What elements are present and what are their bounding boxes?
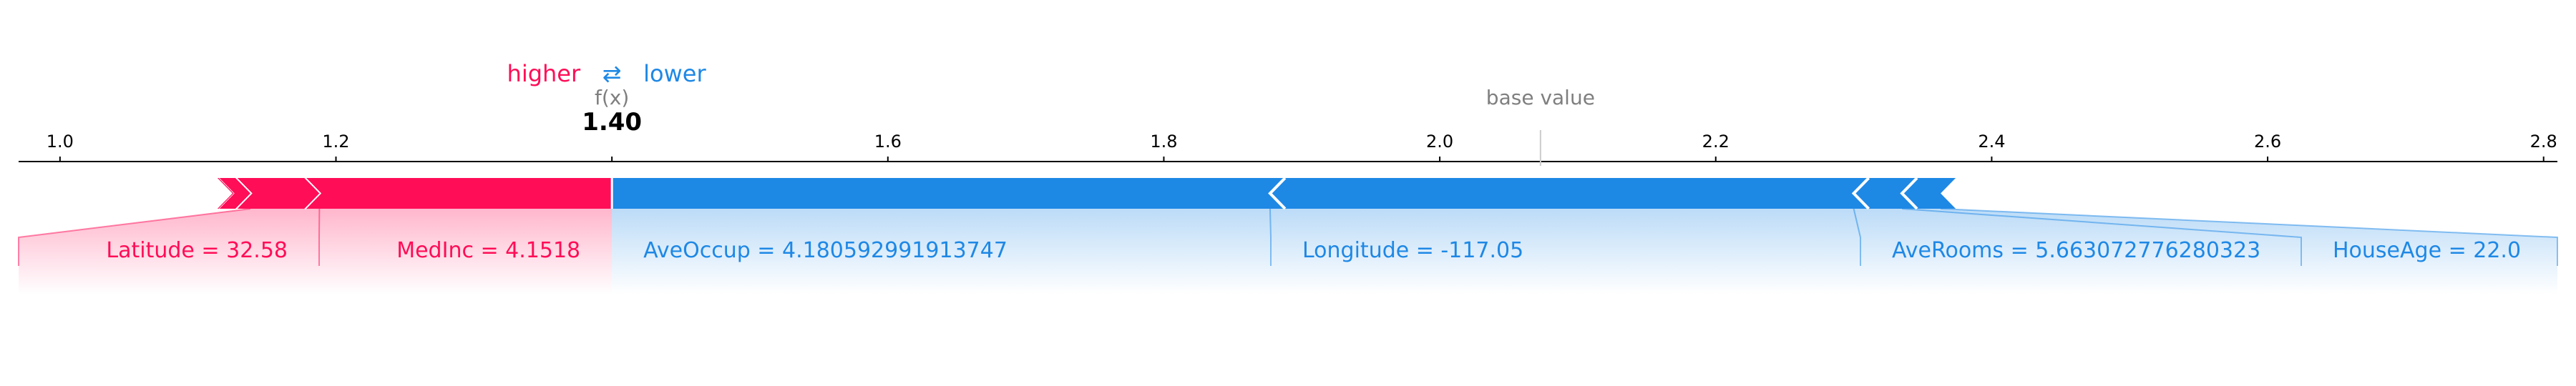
negative-feature-label: AveOccup = 4.180592991913747 [643, 238, 1008, 263]
positive-feature-label: MedInc = 4.1518 [396, 238, 580, 263]
x-tick-label: 1.6 [874, 132, 902, 152]
positive-label-band [319, 209, 613, 295]
negative-feature-label: HouseAge = 22.0 [2333, 238, 2521, 263]
bar-separator [1851, 177, 1870, 210]
x-tick-label: 1.8 [1150, 132, 1177, 152]
legend-lower: lower [643, 60, 706, 87]
positive-force-bar [304, 178, 613, 209]
bar-separator [1900, 177, 1918, 210]
x-axis-ticks: 1.0 1.2 1.6 1.8 2.0 2.2 2.4 2.6 2.8 [47, 132, 2557, 162]
x-tick-label: 2.8 [2530, 132, 2557, 152]
legend-arrow-icon: ⇄ [602, 60, 622, 87]
negative-feature-label: Longitude = -117.05 [1302, 238, 1523, 263]
bar-separator [1268, 177, 1287, 210]
negative-label-band [1269, 209, 1860, 295]
negative-label-band [1853, 209, 2301, 295]
output-value: 1.40 [582, 108, 642, 137]
x-tick-label: 1.0 [47, 132, 74, 152]
negative-force-bar [1853, 178, 1918, 209]
legend: higher ⇄ lower [507, 60, 707, 87]
positive-feature-label: Latitude = 32.58 [106, 238, 288, 263]
base-value-label: base value [1486, 86, 1595, 109]
x-tick-label: 2.2 [1702, 132, 1729, 152]
positive-label-edge [18, 208, 251, 266]
x-tick-label: 1.2 [322, 132, 349, 152]
negative-force-bar [612, 178, 1285, 209]
legend-higher: higher [507, 60, 581, 87]
x-tick-label: 2.6 [2254, 132, 2281, 152]
negative-feature-label: AveRooms = 5.663072776280323 [1892, 238, 2260, 263]
negative-force-bar [1269, 178, 1869, 209]
label-bands [18, 208, 2558, 295]
positive-force-bar [235, 178, 320, 209]
negative-force-bar [1902, 178, 1956, 209]
bar-separator [203, 177, 221, 210]
x-tick-label: 2.4 [1978, 132, 2005, 152]
negative-label-band [612, 209, 1271, 295]
negative-label-edge [1941, 208, 2558, 266]
force-bars [203, 177, 1956, 210]
x-tick-label: 2.0 [1426, 132, 1453, 152]
feature-labels: MedInc = 4.1518 Latitude = 32.58 AveOccup … [106, 238, 2521, 263]
positive-label-band [19, 209, 320, 295]
output-label: f(x) [595, 86, 629, 109]
